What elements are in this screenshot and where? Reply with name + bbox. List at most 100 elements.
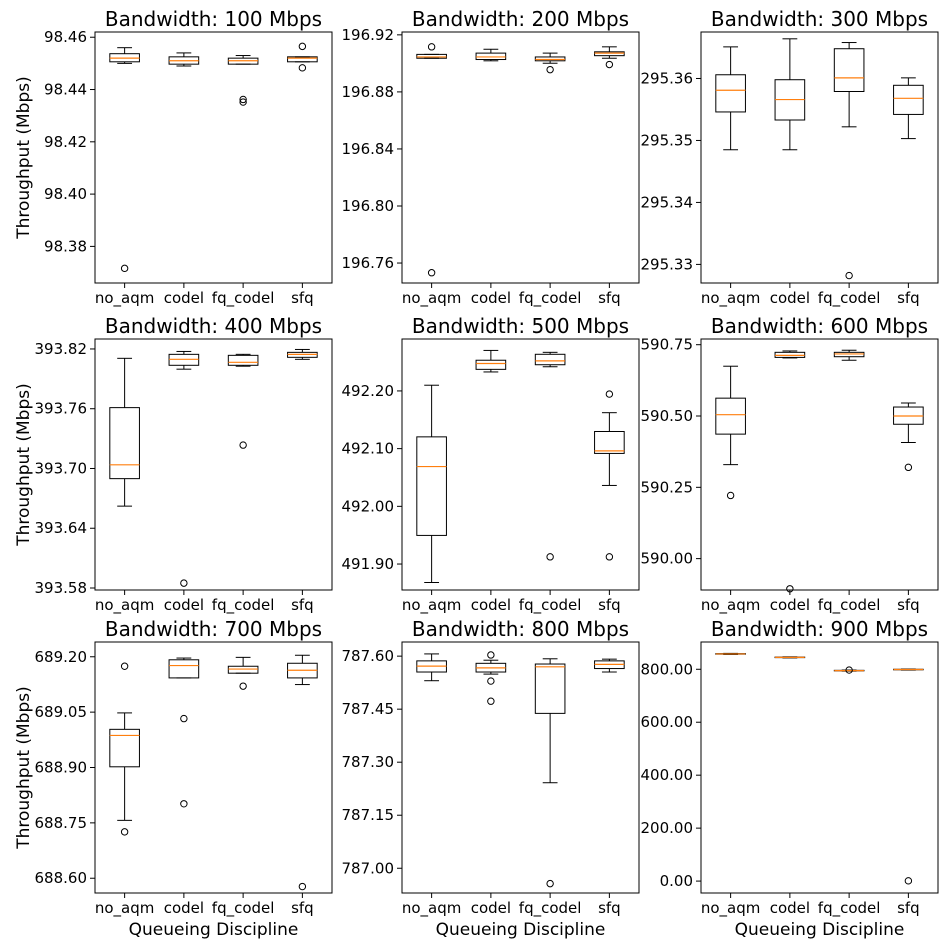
box-fq_codel <box>833 666 865 674</box>
outlier-point <box>298 64 307 72</box>
y-tick-label: 800.00 <box>641 660 694 678</box>
x-tick-label: codel <box>471 899 511 917</box>
iqr-box <box>594 51 625 57</box>
box-fq_codel <box>534 351 566 561</box>
x-tick-label: codel <box>164 289 204 307</box>
iqr-box <box>893 84 924 115</box>
iqr-box <box>109 728 140 768</box>
y-tick-label: 787.45 <box>342 700 395 718</box>
y-tick-label: 688.60 <box>35 869 88 887</box>
x-tick-label: codel <box>164 899 204 917</box>
y-tick-label: 0.00 <box>660 872 693 890</box>
y-tick-label: 98.38 <box>44 237 87 255</box>
chart-panel-1: Bandwidth: 100 Mbps 98.38 98.40 98.42 98.44 9… <box>14 7 333 308</box>
y-tick-label: 200.00 <box>641 819 694 837</box>
box-fq_codel <box>534 658 566 888</box>
y-tick-label: 393.82 <box>35 340 88 358</box>
y-tick-label: 689.05 <box>35 703 88 721</box>
y-tick-label: 98.44 <box>44 81 87 99</box>
box-codel <box>475 349 507 373</box>
outlier-point <box>487 697 495 705</box>
y-tick-label: 491.90 <box>342 555 395 573</box>
box-sfq <box>287 348 318 360</box>
chart-title: Bandwidth: 700 Mbps <box>105 617 322 641</box>
outlier-point <box>546 879 554 888</box>
chart-panel-7: Bandwidth: 700 Mbps 688.60 688.75 688.90 689… <box>14 617 333 940</box>
chart-title: Bandwidth: 200 Mbps <box>412 7 629 31</box>
x-tick-label: no_aqm <box>402 596 462 615</box>
x-tick-label: sfq <box>291 899 314 917</box>
chart-title: Bandwidth: 800 Mbps <box>412 617 629 641</box>
box-codel <box>774 656 806 659</box>
y-tick-label: 393.76 <box>35 400 88 418</box>
x-tick-label: sfq <box>291 596 314 614</box>
plot-frame <box>401 31 640 284</box>
y-axis-label: Throughput (Mbps) <box>14 686 34 850</box>
x-tick-label: no_aqm <box>701 899 761 918</box>
y-tick-label: 196.88 <box>342 83 395 101</box>
plot-frame <box>401 641 640 894</box>
y-tick-label: 393.58 <box>35 579 88 597</box>
y-tick-label: 196.84 <box>342 140 395 158</box>
x-tick-label: fq_codel <box>212 596 275 615</box>
outlier-point <box>487 651 495 659</box>
box-codel <box>774 38 806 151</box>
y-tick-label: 590.00 <box>641 550 694 568</box>
plot-frame <box>401 338 640 591</box>
x-tick-label: codel <box>471 289 511 307</box>
box-sfq <box>893 77 924 140</box>
box-sfq <box>594 658 625 673</box>
y-tick-label: 787.15 <box>342 806 395 824</box>
x-tick-label: sfq <box>598 899 621 917</box>
box-sfq <box>287 654 318 891</box>
y-tick-label: 590.75 <box>641 336 694 354</box>
chart-panel-2: Bandwidth: 200 Mbps 196.76 196.80 196.84 196… <box>342 7 640 308</box>
outlier-point <box>180 800 188 808</box>
x-tick-label: fq_codel <box>212 289 275 308</box>
outlier-point <box>904 463 913 472</box>
box-sfq <box>893 402 924 472</box>
iqr-box <box>534 56 566 62</box>
outlier-point <box>298 42 307 51</box>
box-sfq <box>287 42 318 72</box>
chart-panel-8: Bandwidth: 800 Mbps 787.00 787.15 787.30 787… <box>342 617 640 940</box>
x-axis-label: Queueing Discipline <box>129 920 299 940</box>
plot-frame <box>94 338 333 591</box>
outlier-point <box>546 553 554 561</box>
box-no_aqm <box>109 662 140 836</box>
outlier-point <box>427 43 436 51</box>
chart-title: Bandwidth: 500 Mbps <box>412 314 629 338</box>
box-sfq <box>594 390 625 561</box>
x-tick-label: codel <box>770 289 810 307</box>
iqr-box <box>715 74 746 113</box>
chart-title: Bandwidth: 400 Mbps <box>105 314 322 338</box>
y-tick-label: 393.70 <box>35 459 88 477</box>
box-no_aqm <box>109 357 140 507</box>
x-tick-label: fq_codel <box>519 899 582 918</box>
box-codel <box>168 657 200 808</box>
y-tick-label: 787.00 <box>342 859 395 877</box>
iqr-box <box>594 430 625 454</box>
y-tick-label: 600.00 <box>641 713 694 731</box>
iqr-box <box>833 48 865 92</box>
x-tick-label: codel <box>770 899 810 917</box>
chart-title: Bandwidth: 300 Mbps <box>711 7 928 31</box>
iqr-box <box>227 354 259 366</box>
x-tick-label: no_aqm <box>701 289 761 308</box>
iqr-box <box>475 359 507 370</box>
y-tick-label: 400.00 <box>641 766 694 784</box>
x-tick-label: sfq <box>598 289 621 307</box>
iqr-box <box>109 407 140 480</box>
iqr-box <box>416 436 447 536</box>
y-tick-label: 295.35 <box>641 131 694 149</box>
chart-panel-3: Bandwidth: 300 Mbps 295.33 295.34 295.35 295… <box>641 7 939 308</box>
y-tick-label: 590.25 <box>641 478 694 496</box>
iqr-box <box>227 665 259 674</box>
box-sfq <box>594 46 625 69</box>
outlier-point <box>239 95 247 104</box>
y-tick-label: 492.20 <box>342 382 395 400</box>
box-sfq <box>893 668 924 885</box>
y-tick-label: 590.50 <box>641 407 694 425</box>
outlier-point <box>180 714 188 723</box>
box-codel <box>774 350 806 593</box>
